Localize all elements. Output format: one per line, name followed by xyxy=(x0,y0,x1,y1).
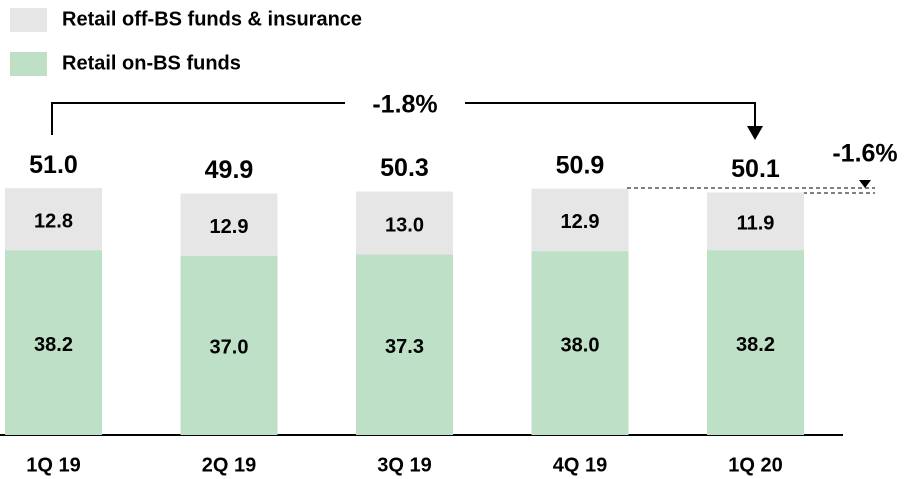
total-label: 50.1 xyxy=(731,155,780,183)
bar-segment xyxy=(180,255,278,435)
legend-swatch xyxy=(10,52,47,76)
bar-segment xyxy=(356,254,453,435)
x-tick-label: 4Q 19 xyxy=(553,454,607,476)
segment-label: 38.0 xyxy=(561,334,600,356)
bar-segment xyxy=(5,250,102,435)
segment-label: 12.8 xyxy=(34,210,73,232)
segment-label: 12.9 xyxy=(561,211,600,233)
segment-label: 12.9 xyxy=(210,216,249,238)
bar-segment xyxy=(180,193,278,256)
segment-label: 38.2 xyxy=(736,334,775,356)
total-label: 49.9 xyxy=(205,156,254,184)
change-annotation: -1.6% xyxy=(832,140,897,168)
bar-segment xyxy=(707,250,804,435)
arrowhead xyxy=(747,126,763,140)
segment-label: 37.3 xyxy=(385,336,424,358)
bar-segment xyxy=(707,192,804,251)
x-tick-label: 2Q 19 xyxy=(202,454,256,476)
legend-label: Retail on-BS funds xyxy=(62,52,241,74)
x-tick-label: 3Q 19 xyxy=(377,454,431,476)
segment-label: 11.9 xyxy=(737,213,775,235)
segment-label: 38.2 xyxy=(34,334,73,356)
x-tick-label: 1Q 19 xyxy=(26,454,80,476)
legend-label: Retail off-BS funds & insurance xyxy=(62,8,362,30)
arrowhead-small xyxy=(859,180,871,188)
bar-segment xyxy=(356,191,453,255)
legend-swatch xyxy=(10,8,47,32)
bracket-left xyxy=(51,102,345,135)
total-label: 50.3 xyxy=(380,154,429,182)
bar-segment xyxy=(5,188,102,251)
segment-label: 13.0 xyxy=(385,214,424,236)
x-tick-label: 1Q 20 xyxy=(728,454,782,476)
bar-segment xyxy=(531,251,629,435)
bracket-right xyxy=(465,102,756,128)
segment-label: 37.0 xyxy=(210,337,249,359)
change-annotation: -1.8% xyxy=(372,91,437,119)
total-label: 51.0 xyxy=(29,151,78,179)
total-label: 50.9 xyxy=(556,151,605,179)
bar-segment xyxy=(531,188,629,252)
